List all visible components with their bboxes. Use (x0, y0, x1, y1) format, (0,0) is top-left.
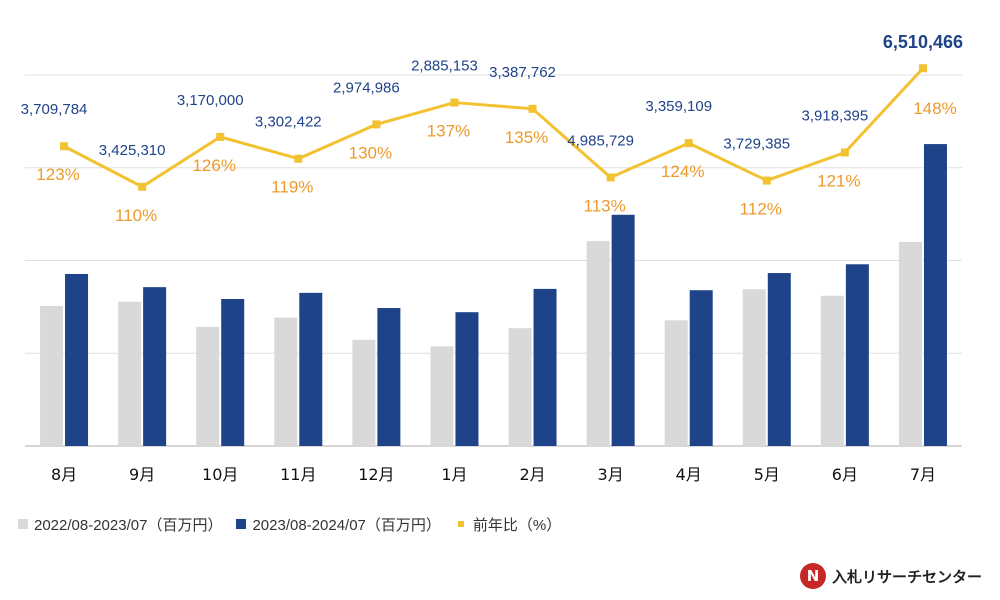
ratio-point (450, 98, 459, 107)
value-label: 3,387,762 (489, 64, 556, 81)
x-tick-label: 8月 (51, 465, 77, 484)
ratio-point (60, 142, 69, 151)
legend-item-ratio: 前年比（%） (455, 514, 561, 535)
bar-2023 (299, 292, 323, 446)
value-label: 3,918,395 (802, 107, 869, 124)
x-tick-label: 3月 (598, 465, 624, 484)
bar-2023 (611, 214, 635, 446)
bar-2023 (143, 287, 167, 446)
legend-swatch-2022 (18, 519, 28, 529)
legend-item-2023: 2023/08-2024/07（百万円） (236, 514, 441, 535)
ratio-point (138, 182, 147, 191)
bar-2022 (820, 295, 844, 446)
bar-2022 (352, 339, 376, 446)
chart: 8月 9月 10月 11月 12月 1月 2月 3月 4月 5月 6月 7月 123% 110% 126% 1… (21, 32, 963, 484)
bar-2022 (196, 326, 220, 446)
bar-2023 (923, 144, 947, 446)
bar-2023 (377, 308, 401, 446)
x-tick-label: 1月 (441, 465, 467, 484)
x-tick-label: 9月 (129, 465, 155, 484)
ratio-label: 110% (115, 206, 157, 225)
x-tick-label: 10月 (202, 465, 238, 484)
bar-2023 (221, 298, 245, 446)
x-tick-label: 11月 (280, 465, 316, 484)
bar-2022 (898, 241, 922, 446)
ratio-label: 119% (271, 178, 313, 197)
ratio-point (528, 104, 537, 113)
ratio-point (840, 148, 849, 157)
value-label: 3,709,784 (21, 101, 88, 118)
legend-label-ratio: 前年比（%） (472, 516, 562, 534)
ratio-point (372, 120, 381, 129)
x-tick-label: 7月 (910, 465, 936, 484)
bar-2022 (586, 241, 610, 446)
bar-2023 (455, 312, 479, 446)
ratio-label: 121% (817, 171, 860, 190)
ratio-line (63, 67, 925, 189)
x-tick-label: 4月 (676, 465, 702, 484)
value-label: 3,302,422 (255, 114, 322, 131)
bar-2023 (767, 273, 791, 446)
ratio-point (684, 139, 693, 148)
ratio-label: 124% (661, 162, 704, 181)
value-label: 3,425,310 (99, 142, 166, 159)
ratio-point (918, 64, 927, 73)
ratio-label: 148% (913, 99, 956, 118)
legend: 2022/08-2023/07（百万円） 2023/08-2024/07（百万円… (18, 512, 575, 536)
ratio-point (294, 154, 303, 163)
ratio-label: 126% (192, 156, 235, 175)
bar-2022 (508, 328, 532, 446)
ratio-label: 123% (36, 165, 79, 184)
bar-2022 (742, 289, 766, 446)
logo-text: 入札リサーチセンター (831, 567, 982, 586)
value-label: 2,885,153 (411, 58, 478, 75)
x-tick-label: 6月 (832, 465, 858, 484)
company-logo: N 入札リサーチセンター (799, 563, 982, 589)
ratio-label: 112% (740, 200, 782, 219)
legend-label-2023: 2023/08-2024/07（百万円） (252, 516, 441, 534)
logo-mark-icon: N (799, 563, 826, 589)
value-label: 3,359,109 (645, 98, 712, 115)
ratio-point (762, 176, 771, 185)
value-label: 3,729,385 (723, 136, 790, 153)
legend-item-2022: 2022/08-2023/07（百万円） (18, 514, 222, 535)
bar-2022 (40, 305, 64, 446)
value-label: 4,985,729 (567, 132, 634, 149)
value-label: 6,510,466 (883, 32, 963, 52)
ratio-label: 137% (427, 122, 470, 141)
bar-2023 (533, 288, 557, 446)
x-tick-label: 2月 (519, 465, 545, 484)
bar-2022 (664, 320, 688, 446)
bar-2022 (118, 301, 142, 446)
bar-2023 (65, 273, 89, 446)
x-tick-label: 5月 (754, 465, 780, 484)
bar-2023 (689, 290, 713, 446)
bar-2022 (274, 317, 298, 446)
ratio-point (606, 173, 615, 182)
legend-label-2022: 2022/08-2023/07（百万円） (34, 516, 223, 534)
bar-2023 (845, 264, 869, 446)
ratio-label: 135% (505, 128, 548, 147)
ratio-point (216, 132, 225, 141)
value-label: 3,170,000 (177, 92, 244, 109)
ratio-label: 130% (349, 143, 392, 162)
value-label: 2,974,986 (333, 79, 400, 96)
x-tick-label: 12月 (358, 465, 394, 484)
bar-2022 (430, 346, 454, 446)
legend-line-marker (455, 519, 467, 529)
ratio-label: 113% (584, 196, 626, 215)
legend-swatch-2023 (236, 519, 247, 529)
